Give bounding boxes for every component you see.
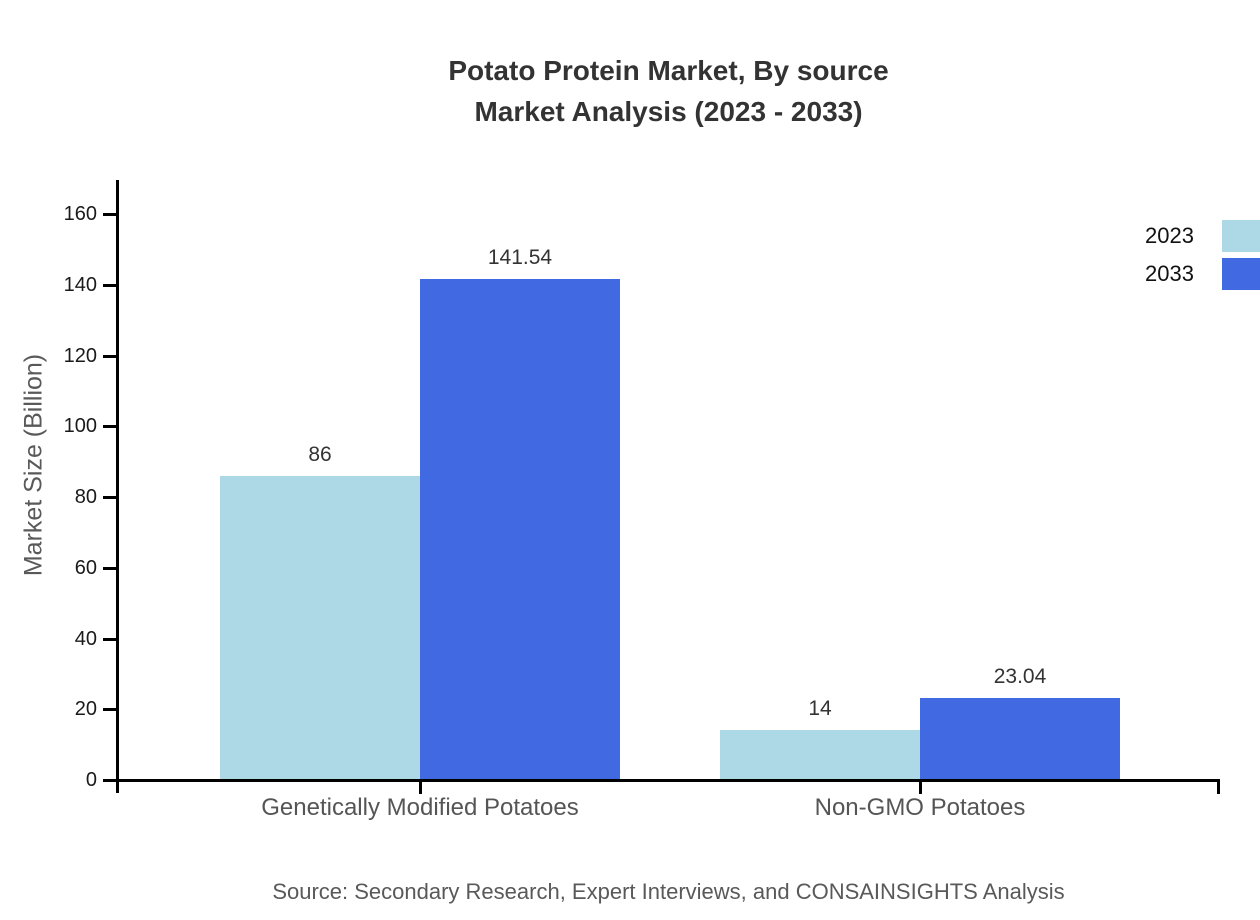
- chart-title: Potato Protein Market, By source Market …: [117, 50, 1220, 132]
- x-tick-mark-genetically-modified-potatoes: [419, 781, 422, 794]
- y-tick-label-20: 20: [74, 698, 97, 721]
- y-tick-mark-40: [103, 637, 116, 641]
- x-axis-end-tick: [1217, 781, 1220, 794]
- y-tick-mark-60: [103, 566, 116, 570]
- value-label-2033-non-gmo-potatoes: 23.04: [993, 665, 1047, 689]
- chart-title-line1: Potato Protein Market, By source: [448, 55, 889, 86]
- y-tick-mark-0: [103, 779, 116, 782]
- y-tick-label-120: 120: [63, 344, 97, 367]
- y-tick-mark-160: [103, 213, 116, 216]
- bar-2033-genetically-modified-potatoes: [420, 279, 620, 780]
- y-tick-mark-20: [103, 708, 116, 712]
- y-tick-label-160: 160: [63, 203, 97, 225]
- legend-label-2023: 2023: [1145, 223, 1194, 248]
- legend-swatch-2023: [1222, 220, 1260, 252]
- legend-label-2033: 2033: [1145, 261, 1194, 286]
- y-tick-mark-140: [103, 283, 116, 287]
- source-note: Source: Secondary Research, Expert Inter…: [272, 879, 1065, 904]
- y-tick-mark-100: [103, 425, 116, 429]
- y-tick-label-40: 40: [74, 627, 97, 650]
- x-tick-mark-non-gmo-potatoes: [919, 781, 922, 794]
- value-label-2023-non-gmo-potatoes: 14: [808, 697, 832, 721]
- bar-2023-non-gmo-potatoes: [720, 730, 920, 780]
- y-axis-line: [116, 180, 119, 793]
- legend-swatch-2033: [1222, 258, 1260, 290]
- y-tick-mark-80: [103, 496, 116, 499]
- y-tick-label-60: 60: [74, 556, 97, 579]
- category-label-genetically-modified-potatoes: Genetically Modified Potatoes: [261, 794, 579, 821]
- value-label-2033-genetically-modified-potatoes: 141.54: [487, 246, 553, 270]
- x-axis-line: [116, 779, 1220, 782]
- y-tick-label-80: 80: [74, 486, 97, 508]
- y-tick-mark-120: [103, 354, 116, 358]
- bar-2023-genetically-modified-potatoes: [220, 475, 420, 780]
- y-tick-label-100: 100: [63, 415, 97, 438]
- value-label-2023-genetically-modified-potatoes: 86: [308, 442, 332, 466]
- chart-title-line2: Market Analysis (2023 - 2033): [474, 96, 863, 127]
- bar-2033-non-gmo-potatoes: [920, 698, 1120, 780]
- category-label-non-gmo-potatoes: Non-GMO Potatoes: [814, 794, 1026, 821]
- y-tick-label-0: 0: [85, 769, 97, 791]
- y-tick-label-140: 140: [63, 273, 97, 296]
